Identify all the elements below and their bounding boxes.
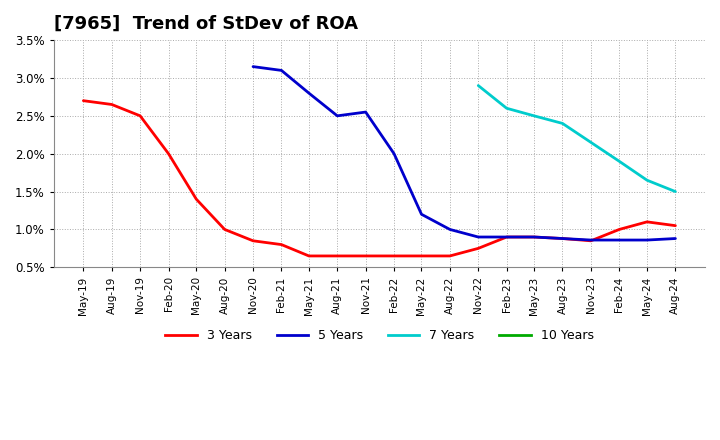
Legend: 3 Years, 5 Years, 7 Years, 10 Years: 3 Years, 5 Years, 7 Years, 10 Years — [161, 324, 598, 348]
Text: [7965]  Trend of StDev of ROA: [7965] Trend of StDev of ROA — [54, 15, 358, 33]
